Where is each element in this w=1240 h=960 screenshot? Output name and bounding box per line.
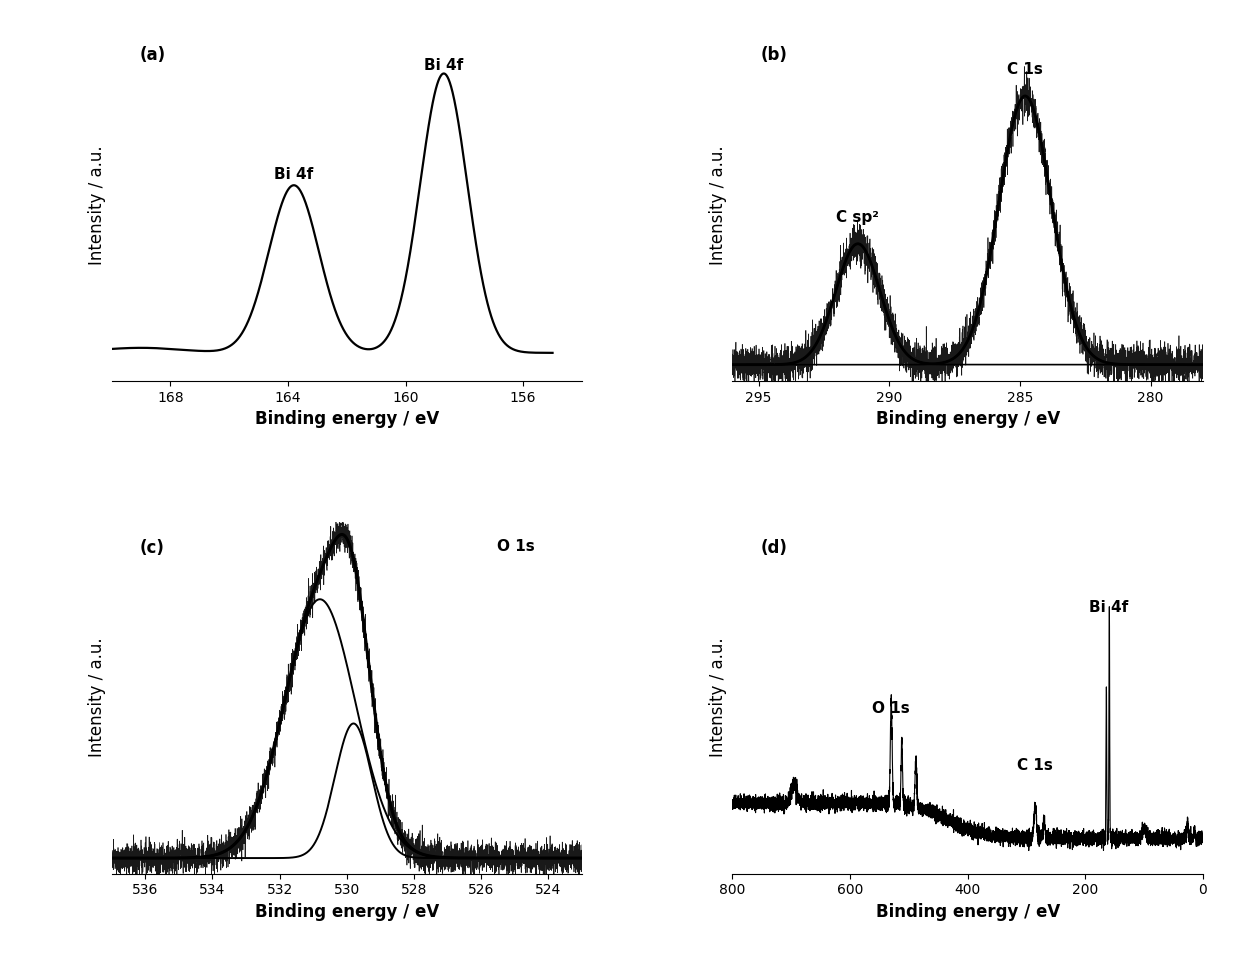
Text: C sp²: C sp² (837, 210, 879, 225)
Text: C 1s: C 1s (1017, 757, 1053, 773)
Y-axis label: Intensity / a.u.: Intensity / a.u. (88, 637, 107, 757)
Text: Bi 4f: Bi 4f (1089, 600, 1128, 615)
Y-axis label: Intensity / a.u.: Intensity / a.u. (709, 637, 727, 757)
X-axis label: Binding energy / eV: Binding energy / eV (254, 410, 439, 428)
Y-axis label: Intensity / a.u.: Intensity / a.u. (88, 145, 107, 265)
X-axis label: Binding energy / eV: Binding energy / eV (254, 902, 439, 921)
Text: Bi 4f: Bi 4f (274, 167, 314, 182)
Text: C 1s: C 1s (1007, 62, 1043, 77)
Text: (b): (b) (760, 46, 787, 64)
Text: Bi 4f: Bi 4f (424, 59, 464, 74)
Y-axis label: Intensity / a.u.: Intensity / a.u. (709, 145, 727, 265)
Text: (c): (c) (140, 540, 165, 557)
Text: (a): (a) (140, 46, 166, 64)
X-axis label: Binding energy / eV: Binding energy / eV (875, 410, 1060, 428)
Text: O 1s: O 1s (872, 702, 910, 716)
X-axis label: Binding energy / eV: Binding energy / eV (875, 902, 1060, 921)
Text: O 1s: O 1s (497, 540, 534, 554)
Text: (d): (d) (760, 540, 787, 557)
